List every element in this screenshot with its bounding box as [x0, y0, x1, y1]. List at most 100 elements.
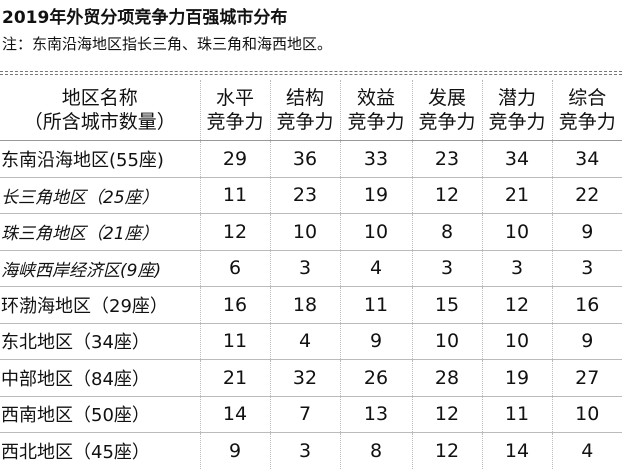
value-cell: 10	[412, 323, 482, 360]
value-cell: 8	[412, 214, 482, 251]
value-cell: 9	[552, 323, 622, 360]
value-cell: 16	[552, 287, 622, 324]
value-cell: 3	[270, 250, 340, 287]
value-cell: 33	[340, 141, 412, 178]
header-line: 综合	[553, 86, 622, 110]
region-cell: 中部地区（84座）	[0, 360, 200, 397]
title: 2019年外贸分项竞争力百强城市分布	[2, 3, 287, 28]
value-cell: 18	[270, 287, 340, 324]
value-cell: 12	[412, 433, 482, 469]
value-cell: 11	[482, 396, 552, 433]
value-cell: 34	[482, 141, 552, 178]
value-cell: 4	[340, 250, 412, 287]
region-cell: 西北地区（45座）	[0, 433, 200, 469]
value-cell: 16	[200, 287, 270, 324]
value-cell: 12	[412, 177, 482, 214]
value-cell: 4	[270, 323, 340, 360]
value-cell: 9	[552, 214, 622, 251]
value-cell: 9	[200, 433, 270, 469]
region-cell: 西南地区（50座）	[0, 396, 200, 433]
value-cell: 10	[552, 396, 622, 433]
header-line: 竞争力	[483, 110, 552, 134]
divider	[0, 71, 622, 75]
value-cell: 12	[200, 214, 270, 251]
value-cell: 11	[200, 323, 270, 360]
table-header: 地区名称（所含城市数量）水平竞争力结构竞争力效益竞争力发展竞争力潜力竞争力综合竞…	[0, 80, 622, 141]
value-cell: 4	[552, 433, 622, 469]
column-header: 发展竞争力	[412, 80, 482, 141]
header-line: 竞争力	[341, 110, 412, 134]
header-line: 竞争力	[201, 110, 270, 134]
value-cell: 11	[340, 287, 412, 324]
table: 地区名称（所含城市数量）水平竞争力结构竞争力效益竞争力发展竞争力潜力竞争力综合竞…	[0, 80, 622, 469]
header-line: 竞争力	[553, 110, 622, 134]
value-cell: 9	[340, 323, 412, 360]
value-cell: 13	[340, 396, 412, 433]
value-cell: 11	[200, 177, 270, 214]
value-cell: 7	[270, 396, 340, 433]
header-line: （所含城市数量）	[0, 110, 200, 134]
value-cell: 26	[340, 360, 412, 397]
value-cell: 10	[340, 214, 412, 251]
value-cell: 12	[412, 396, 482, 433]
region-cell: 海峡西岸经济区(9座)	[0, 250, 200, 287]
value-cell: 27	[552, 360, 622, 397]
header-line: 水平	[201, 86, 270, 110]
value-cell: 32	[270, 360, 340, 397]
value-cell: 3	[552, 250, 622, 287]
value-cell: 29	[200, 141, 270, 178]
region-cell: 珠三角地区（21座）	[0, 214, 200, 251]
header-row: 地区名称（所含城市数量）水平竞争力结构竞争力效益竞争力发展竞争力潜力竞争力综合竞…	[0, 80, 622, 141]
value-cell: 14	[482, 433, 552, 469]
value-cell: 3	[270, 433, 340, 469]
region-cell: 东北地区（34座）	[0, 323, 200, 360]
value-cell: 12	[482, 287, 552, 324]
note: 注：东南沿海地区指长三角、珠三角和海西地区。	[2, 33, 332, 54]
header-line: 结构	[271, 86, 340, 110]
value-cell: 3	[412, 250, 482, 287]
region-cell: 环渤海地区（29座）	[0, 287, 200, 324]
column-header: 结构竞争力	[270, 80, 340, 141]
value-cell: 23	[412, 141, 482, 178]
value-cell: 10	[482, 323, 552, 360]
header-line: 效益	[341, 86, 412, 110]
value-cell: 15	[412, 287, 482, 324]
value-cell: 23	[270, 177, 340, 214]
column-header: 潜力竞争力	[482, 80, 552, 141]
column-header: 综合竞争力	[552, 80, 622, 141]
value-cell: 36	[270, 141, 340, 178]
region-cell: 东南沿海地区(55座)	[0, 141, 200, 178]
value-cell: 10	[270, 214, 340, 251]
value-cell: 19	[482, 360, 552, 397]
value-cell: 10	[482, 214, 552, 251]
column-header: 地区名称（所含城市数量）	[0, 80, 200, 141]
value-cell: 28	[412, 360, 482, 397]
header-line: 地区名称	[0, 86, 200, 110]
value-cell: 6	[200, 250, 270, 287]
value-cell: 3	[482, 250, 552, 287]
value-cell: 34	[552, 141, 622, 178]
value-cell: 22	[552, 177, 622, 214]
value-cell: 19	[340, 177, 412, 214]
value-cell: 21	[482, 177, 552, 214]
region-cell: 长三角地区（25座）	[0, 177, 200, 214]
header-line: 潜力	[483, 86, 552, 110]
value-cell: 8	[340, 433, 412, 469]
column-header: 水平竞争力	[200, 80, 270, 141]
header-line: 竞争力	[271, 110, 340, 134]
value-cell: 14	[200, 396, 270, 433]
header-line: 竞争力	[413, 110, 482, 134]
header-line: 发展	[413, 86, 482, 110]
column-header: 效益竞争力	[340, 80, 412, 141]
